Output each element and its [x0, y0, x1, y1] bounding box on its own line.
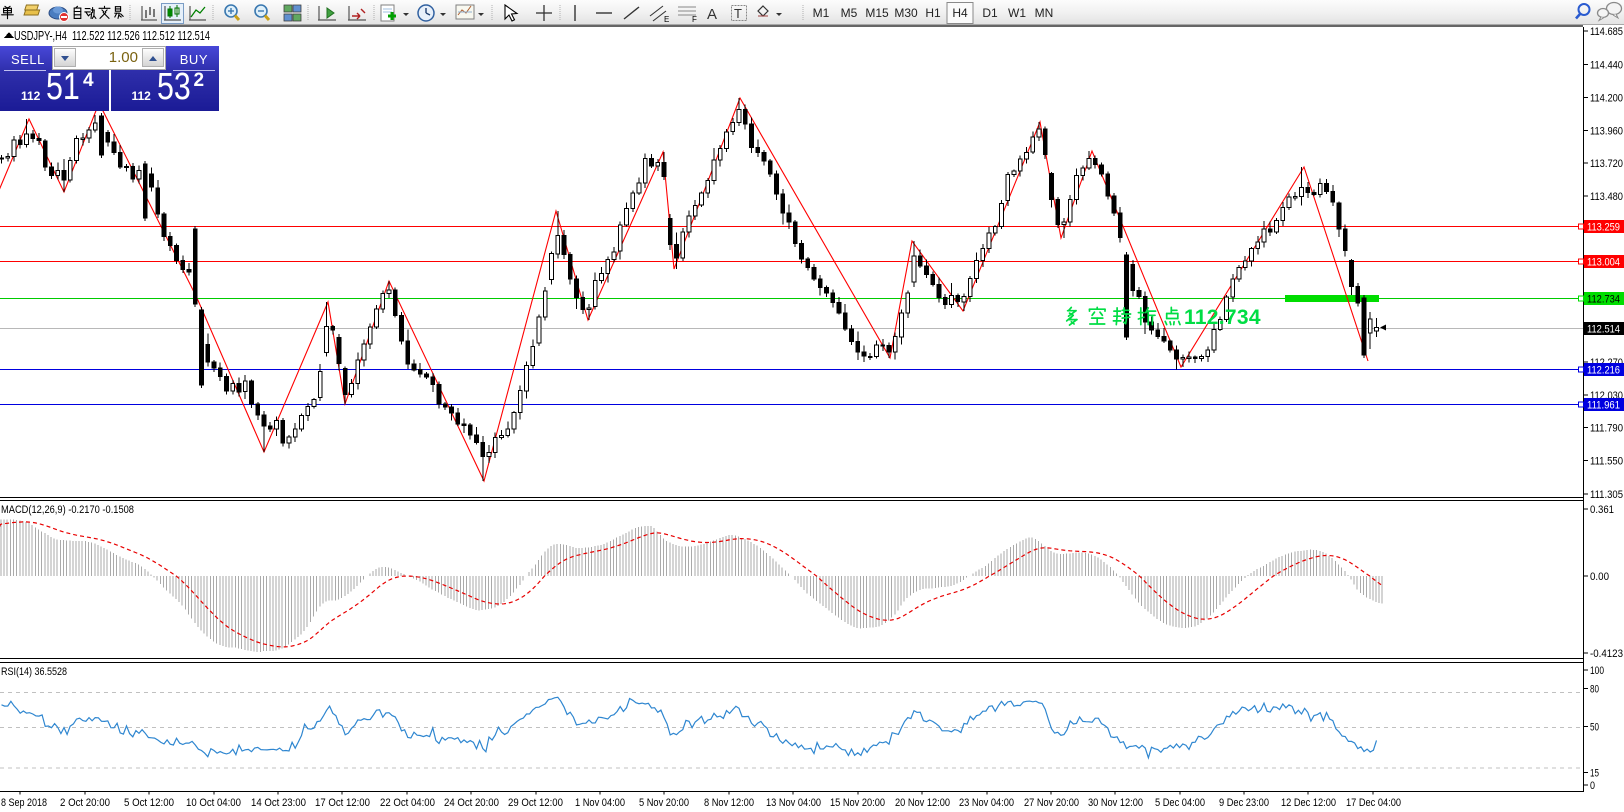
svg-text:23 Nov 04:00: 23 Nov 04:00	[959, 797, 1014, 809]
svg-text:30 Nov 12:00: 30 Nov 12:00	[1088, 797, 1143, 809]
svg-text:2 Oct 20:00: 2 Oct 20:00	[60, 797, 110, 809]
svg-text:0: 0	[1590, 780, 1595, 792]
svg-text:24 Oct 20:00: 24 Oct 20:00	[444, 797, 499, 809]
svg-text:112.216: 112.216	[1587, 364, 1620, 376]
svg-text:F: F	[692, 15, 697, 24]
svg-text:113.259: 113.259	[1587, 221, 1620, 233]
svg-text:114.685: 114.685	[1590, 26, 1623, 38]
svg-text:A: A	[707, 6, 717, 23]
svg-text:0.00: 0.00	[1590, 571, 1609, 583]
svg-text:9 Dec 23:00: 9 Dec 23:00	[1219, 797, 1269, 809]
svg-text:W1: W1	[1008, 6, 1026, 20]
svg-text:13 Nov 04:00: 13 Nov 04:00	[766, 797, 821, 809]
svg-text:27 Nov 20:00: 27 Nov 20:00	[1024, 797, 1079, 809]
svg-text:10 Oct 04:00: 10 Oct 04:00	[186, 797, 241, 809]
svg-text:111.790: 111.790	[1590, 423, 1623, 435]
svg-text:112.734: 112.734	[1184, 306, 1261, 329]
svg-text:5 Oct 12:00: 5 Oct 12:00	[124, 797, 174, 809]
svg-text:17 Oct 12:00: 17 Oct 12:00	[315, 797, 370, 809]
svg-text:14 Oct 23:00: 14 Oct 23:00	[251, 797, 306, 809]
svg-text:15 Nov 20:00: 15 Nov 20:00	[830, 797, 885, 809]
svg-text:114.200: 114.200	[1590, 93, 1623, 105]
svg-text:MACD(12,26,9) -0.2170 -0.1508: MACD(12,26,9) -0.2170 -0.1508	[1, 504, 134, 516]
svg-text:12 Dec 12:00: 12 Dec 12:00	[1281, 797, 1336, 809]
svg-text:113.480: 113.480	[1590, 191, 1623, 203]
svg-text:111.550: 111.550	[1590, 456, 1623, 468]
svg-text:112.734: 112.734	[1587, 293, 1620, 305]
svg-text:M5: M5	[841, 6, 858, 20]
svg-text:15: 15	[1590, 767, 1599, 779]
svg-text:M1: M1	[813, 6, 830, 20]
svg-text:MN: MN	[1035, 6, 1054, 20]
svg-text:20 Nov 12:00: 20 Nov 12:00	[895, 797, 950, 809]
svg-text:H4: H4	[952, 6, 968, 20]
svg-text:5 Dec 04:00: 5 Dec 04:00	[1155, 797, 1205, 809]
svg-text:USDJPY-,H4 112.522 112.526 11: USDJPY-,H4 112.522 112.526 112.512 112.5…	[14, 28, 210, 43]
svg-text:D1: D1	[982, 6, 998, 20]
svg-text:T: T	[734, 6, 742, 21]
svg-text:112.514: 112.514	[1587, 324, 1620, 336]
svg-text:8 Nov 12:00: 8 Nov 12:00	[704, 797, 754, 809]
svg-text:114.440: 114.440	[1590, 60, 1623, 72]
svg-text:80: 80	[1590, 683, 1599, 695]
svg-text:E: E	[664, 15, 669, 24]
svg-text:5 Nov 20:00: 5 Nov 20:00	[639, 797, 689, 809]
svg-text:H1: H1	[925, 6, 941, 20]
svg-text:1 Nov 04:00: 1 Nov 04:00	[575, 797, 625, 809]
svg-text:50: 50	[1590, 722, 1599, 734]
svg-text:RSI(14) 36.5528: RSI(14) 36.5528	[1, 666, 67, 678]
svg-text:113.720: 113.720	[1590, 158, 1623, 170]
svg-text:111.305: 111.305	[1590, 489, 1623, 501]
svg-text:29 Oct 12:00: 29 Oct 12:00	[508, 797, 563, 809]
svg-text:100: 100	[1590, 665, 1604, 677]
svg-text:-0.4123: -0.4123	[1590, 648, 1623, 660]
svg-text:M15: M15	[865, 6, 889, 20]
svg-text:0.361: 0.361	[1590, 504, 1614, 516]
svg-text:17 Dec 04:00: 17 Dec 04:00	[1346, 797, 1401, 809]
svg-text:22 Oct 04:00: 22 Oct 04:00	[380, 797, 435, 809]
svg-text:M30: M30	[894, 6, 918, 20]
svg-text:8 Sep 2018: 8 Sep 2018	[1, 797, 47, 809]
svg-text:111.961: 111.961	[1587, 399, 1620, 411]
svg-text:113.960: 113.960	[1590, 125, 1623, 137]
svg-text:113.004: 113.004	[1587, 256, 1620, 268]
